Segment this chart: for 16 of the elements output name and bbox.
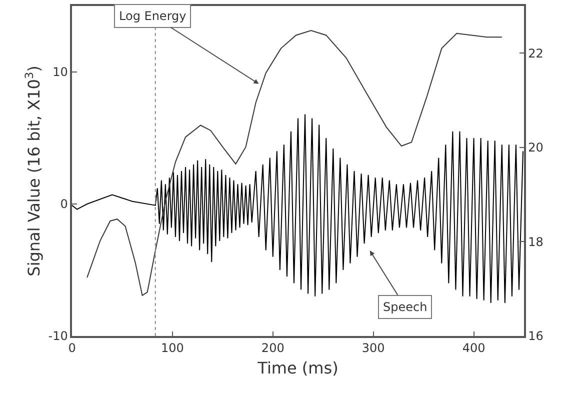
y2-tick-label: 18 [528, 234, 544, 249]
y-tick-label: 0 [60, 197, 68, 212]
x-tick-label: 300 [362, 341, 385, 356]
x-axis-title: Time (ms) [256, 358, 338, 378]
y2-tick-label: 22 [528, 46, 544, 60]
annotation: Speech [383, 300, 428, 314]
y-tick-label: -10 [48, 329, 68, 344]
line-series [72, 114, 524, 304]
annotation: Log Energy [119, 9, 186, 23]
y2-tick-label: 20 [528, 140, 544, 155]
x-tick-label: 100 [160, 341, 184, 356]
x-tick-label: 200 [261, 341, 284, 356]
x-tick-label: 400 [462, 341, 486, 356]
y-tick-label: 10 [52, 65, 68, 80]
y2-tick-label: 16 [528, 329, 544, 344]
line-series [86, 30, 502, 296]
